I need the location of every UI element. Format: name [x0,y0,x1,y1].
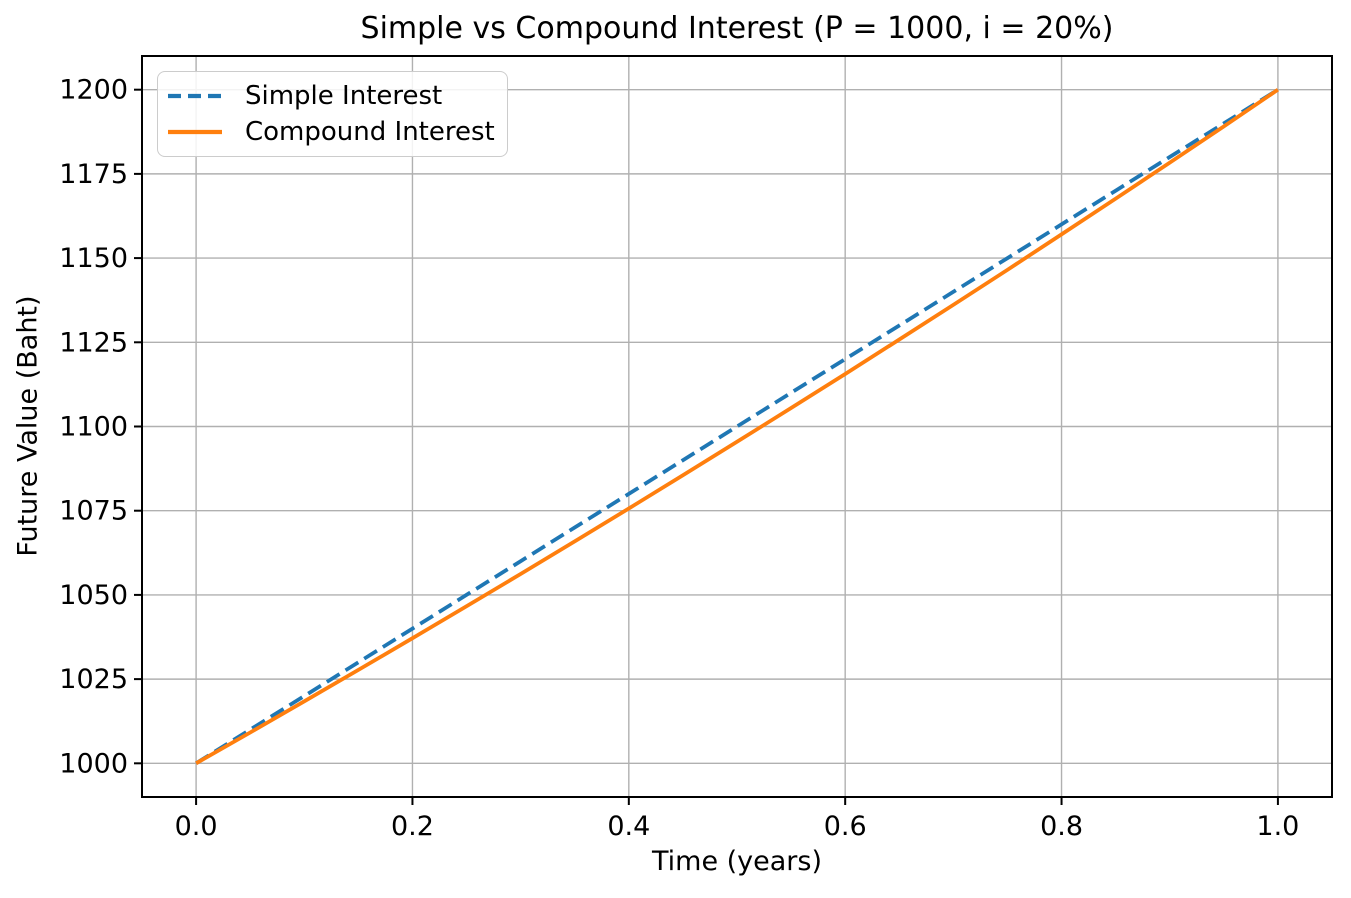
y-tick-label: 1200 [59,75,128,106]
x-axis-label: Time (years) [651,846,823,877]
legend-item-compound-interest: Compound Interest [167,117,497,147]
y-tick-label: 1150 [59,243,128,274]
dashed-line-icon [168,94,222,99]
legend-item-simple-interest: Simple Interest [167,81,497,111]
y-tick-label: 1100 [59,412,128,443]
x-tick-label: 0.0 [175,811,218,842]
series-line-simple-interest [195,88,1279,765]
legend-label-compound-interest: Compound Interest [245,116,495,147]
x-tick-label: 0.2 [391,811,434,842]
y-tick-label: 1025 [59,664,128,695]
legend-label-simple-interest: Simple Interest [245,81,443,112]
y-tick-label: 1175 [59,159,128,190]
x-tick-label: 0.8 [1040,811,1083,842]
x-tick-label: 0.4 [607,811,650,842]
y-tick-label: 1075 [59,496,128,527]
x-tick-label: 1.0 [1256,811,1299,842]
series-line-compound-interest [195,88,1279,765]
x-tick-label: 0.6 [824,811,867,842]
y-tick-label: 1125 [59,327,128,358]
y-tick-label: 1000 [59,748,128,779]
solid-line-icon [168,129,222,134]
legend: Simple Interest Compound Interest [157,71,508,157]
y-tick-label: 1050 [59,580,128,611]
chart-title: Simple vs Compound Interest (P = 1000, i… [360,11,1114,46]
